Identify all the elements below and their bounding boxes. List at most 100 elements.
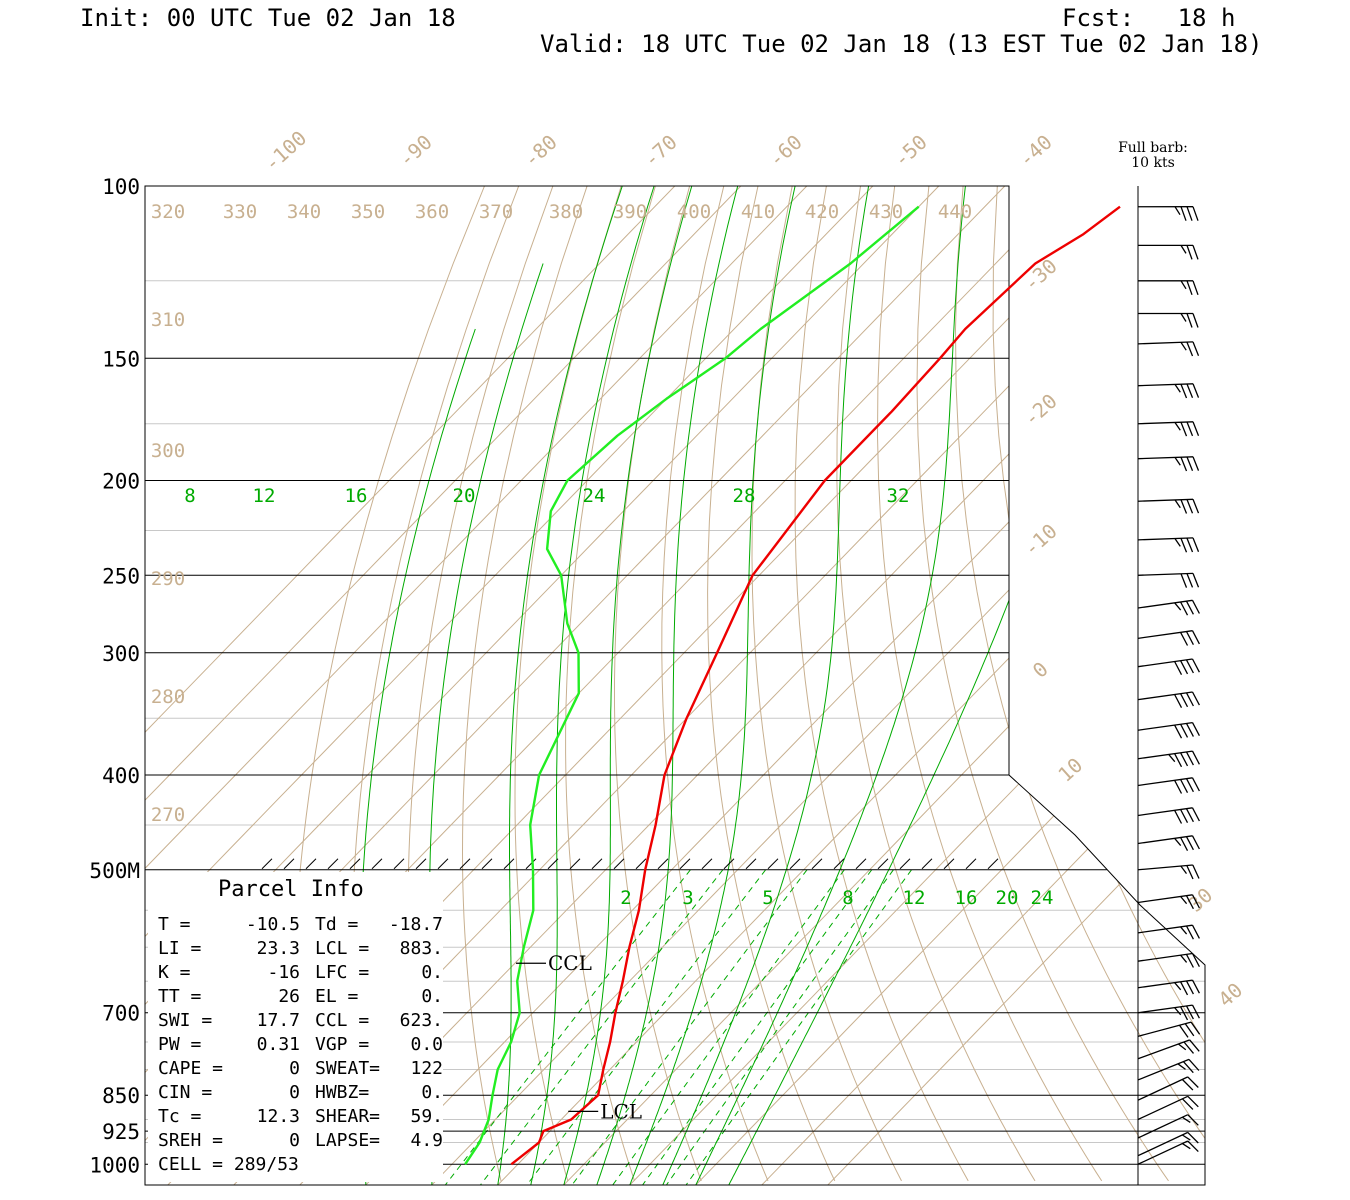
isotherm-label: -10: [1019, 519, 1062, 561]
dry-adiabat-line: [1237, 186, 1350, 1181]
parcel-key: LAPSE=: [315, 1130, 380, 1151]
parcel-value: 4.9: [410, 1130, 443, 1151]
hatch-mark: [921, 858, 933, 870]
mixing-ratio-label: 2: [620, 887, 631, 909]
hatch-mark: [855, 858, 867, 870]
parcel-value: 0.: [421, 986, 443, 1007]
moist-adiabat-label: 24: [583, 485, 606, 507]
wind-barb: [1137, 1114, 1199, 1139]
isotherm-line: [827, 186, 1205, 1185]
wind-barb: [1137, 244, 1199, 260]
hatch-mark: [987, 858, 999, 870]
dry-adiabat-line: [916, 186, 1169, 1182]
wind-barb: [1137, 691, 1200, 709]
wind-barb: [1137, 894, 1200, 910]
mixing-ratio-label: 3: [682, 887, 693, 909]
parcel-value: 0: [289, 1082, 300, 1103]
hatch-mark: [569, 858, 581, 870]
pressure-label-100: 100: [102, 175, 140, 199]
pressure-label-1000: 1000: [89, 1153, 140, 1177]
parcel-value: 12.3: [257, 1106, 300, 1127]
parcel-value: 0: [289, 1058, 300, 1079]
dry-adiabat-line: [514, 186, 622, 1182]
mixing-ratio-label: 8: [842, 887, 853, 909]
hatch-mark: [547, 858, 559, 870]
hatch-mark: [965, 858, 977, 870]
isotherm-line: [145, 186, 676, 1185]
parcel-key: TT =: [158, 986, 202, 1007]
moist-adiabat-line: [497, 186, 623, 1185]
wind-barb: [1137, 341, 1200, 357]
wind-barb: [1137, 952, 1200, 968]
moist-adiabat-line: [530, 186, 655, 1185]
hatch-mark: [635, 858, 647, 870]
hatch-mark: [789, 858, 801, 870]
parcel-key: CAPE =: [158, 1058, 223, 1079]
isotherm-line: [497, 186, 1205, 1185]
moist-adiabat-label: 32: [887, 485, 910, 507]
hatch-mark: [415, 858, 427, 870]
hatch-mark: [657, 858, 669, 870]
dry-adiabat-line: [954, 186, 1205, 1182]
wind-barb: [1137, 630, 1200, 646]
wind-barb: [1137, 1004, 1200, 1021]
wind-barbs: [1137, 206, 1201, 1165]
theta-label: 270: [151, 804, 185, 826]
hatch-mark: [899, 858, 911, 870]
hatch-mark: [349, 858, 361, 870]
wind-barb: [1137, 456, 1200, 472]
wind-barb: [1137, 599, 1200, 616]
hatch-mark: [745, 858, 757, 870]
parcel-key: HWBZ=: [315, 1082, 369, 1103]
dry-adiabat-line: [1167, 186, 1205, 1182]
parcel-key: LCL =: [315, 938, 369, 959]
wind-barb: [1137, 658, 1200, 676]
moist-adiabat-label: 28: [733, 485, 756, 507]
wind-barb: [1137, 750, 1200, 768]
moist-adiabat-label: 20: [453, 485, 476, 507]
mixing-ratio-line: [612, 869, 845, 1185]
isotherm-label: -70: [639, 130, 682, 172]
isotherms: [145, 186, 1205, 1185]
pressure-label-300: 300: [102, 642, 140, 666]
dry-adiabat-line: [751, 186, 902, 1182]
hatch-mark: [305, 858, 317, 870]
hatch-mark: [679, 858, 691, 870]
theta-label: 370: [479, 201, 513, 223]
parcel-value: 26: [278, 986, 300, 1007]
theta-label: 380: [549, 201, 583, 223]
wind-barb: [1137, 1131, 1199, 1157]
level-markers: CCL LCL: [516, 951, 642, 1123]
parcel-value: -10.5: [246, 914, 300, 935]
barb-legend-line1: Full barb:: [1118, 140, 1188, 156]
dry-adiabat-line: [614, 186, 702, 1182]
parcel-value: 17.7: [257, 1010, 300, 1031]
hatch-mark: [591, 858, 603, 870]
dewpoint-profile: [464, 205, 920, 1165]
moist-adiabat-label: 16: [345, 485, 368, 507]
hatch-mark: [833, 858, 845, 870]
wind-barb: [1137, 924, 1200, 940]
parcel-value: -16: [267, 962, 300, 983]
parcel-key: SWEAT=: [315, 1058, 380, 1079]
wind-barb: [1137, 537, 1200, 553]
hatch-mark: [701, 858, 713, 870]
parcel-info-title: Parcel Info: [218, 877, 364, 902]
theta-label: 350: [351, 201, 385, 223]
theta-label: 330: [223, 201, 257, 223]
isotherm-label: 0: [1028, 657, 1053, 683]
dry-adiabat-line: [794, 186, 969, 1182]
hatch-mark: [371, 858, 383, 870]
parcel-key: CELL = 289/53: [158, 1154, 299, 1175]
parcel-key: CCL =: [315, 1010, 369, 1031]
parcel-key: PW =: [158, 1034, 202, 1055]
isotherm-line: [145, 186, 742, 1185]
wind-barb: [1137, 312, 1199, 328]
isotherm-label: -90: [394, 130, 437, 172]
parcel-key: CIN =: [158, 1082, 212, 1103]
hatch-mark: [459, 858, 471, 870]
parcel-value: 0: [289, 1130, 300, 1151]
parcel-key: LFC =: [315, 962, 369, 983]
theta-label: 280: [151, 686, 185, 708]
hatch-mark: [811, 858, 823, 870]
